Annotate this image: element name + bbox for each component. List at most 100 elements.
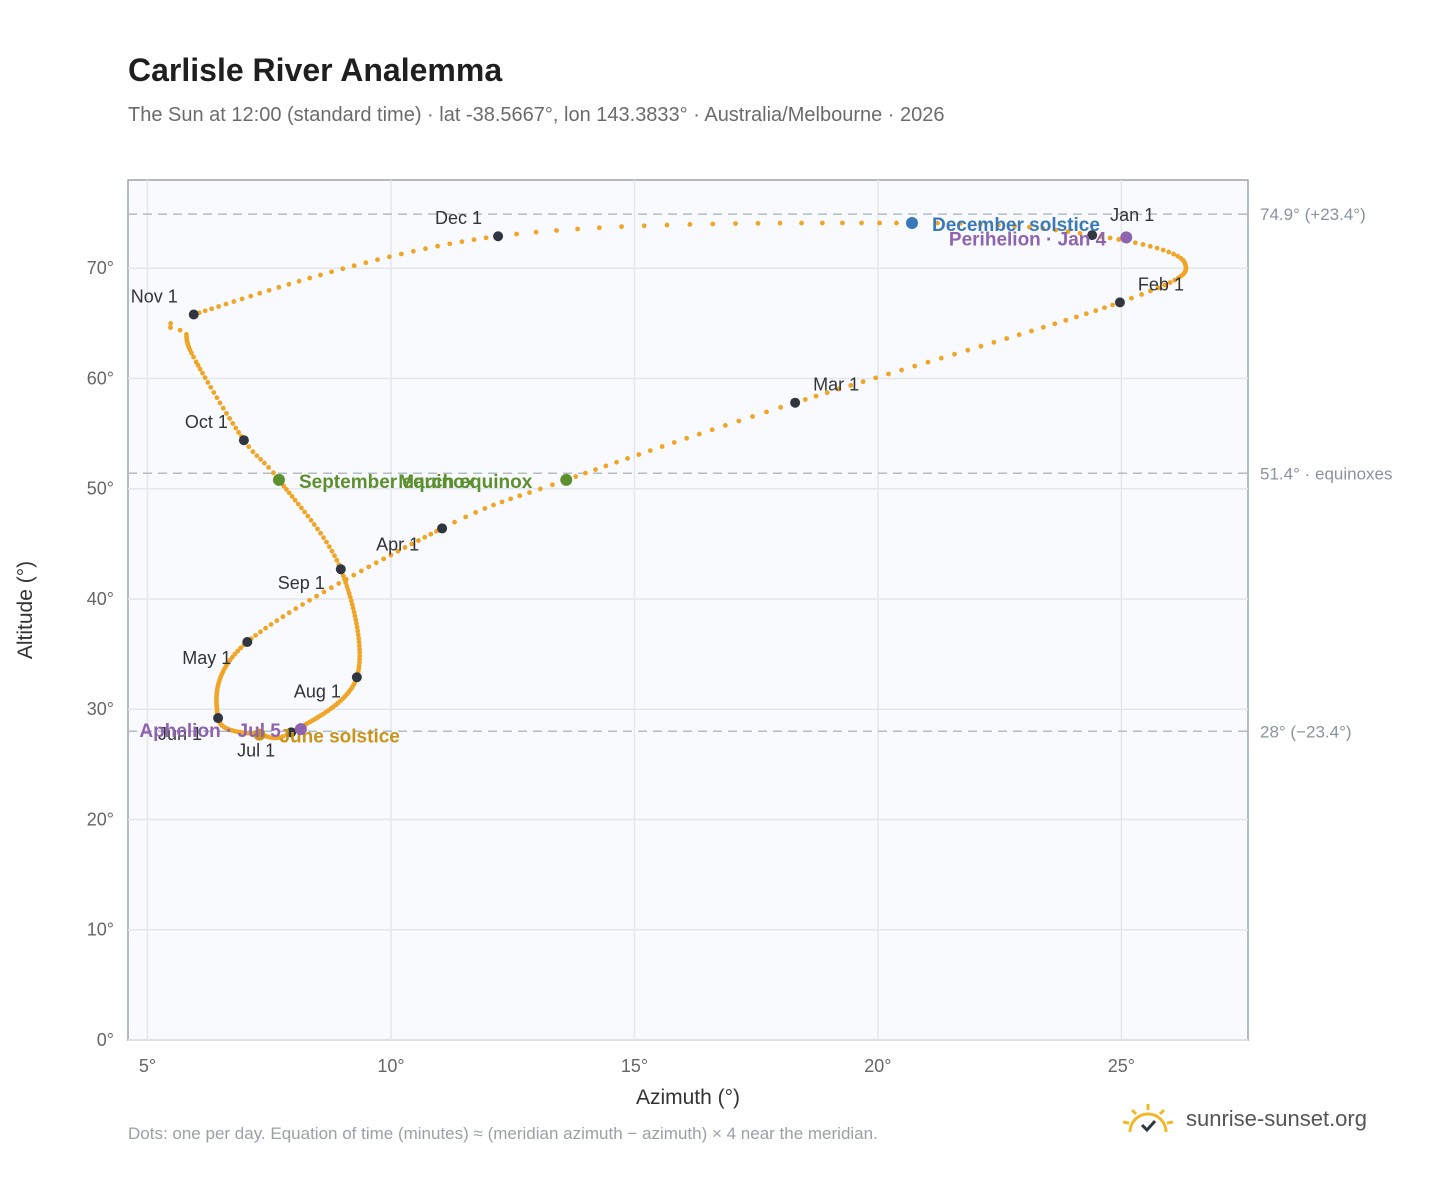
day-dot: [550, 482, 555, 488]
day-dot: [1052, 321, 1058, 327]
month-label: Sep 1: [278, 573, 325, 593]
day-dot: [211, 390, 217, 395]
day-dot: [935, 220, 940, 226]
day-dot: [1148, 288, 1153, 294]
day-dot: [836, 386, 842, 392]
day-dot: [250, 449, 256, 455]
day-dot: [253, 632, 259, 638]
y-tick-label: 10°: [87, 920, 114, 940]
day-dot: [326, 544, 332, 550]
day-dot: [197, 366, 203, 372]
day-dot: [307, 597, 312, 603]
event-marker: [1120, 231, 1133, 244]
month-marker: [493, 231, 504, 242]
y-tick-label: 50°: [87, 479, 114, 499]
day-dot: [177, 327, 183, 333]
day-dot: [1083, 311, 1089, 317]
day-dot: [802, 397, 808, 402]
day-dot: [1073, 314, 1079, 320]
month-label: Aug 1: [294, 681, 341, 701]
day-dot: [348, 598, 354, 604]
day-dot: [899, 367, 904, 373]
day-dot: [508, 496, 514, 502]
month-marker: [351, 672, 362, 683]
day-dot: [619, 224, 624, 230]
day-dot: [977, 221, 983, 227]
day-dot: [499, 499, 505, 505]
day-dot: [208, 384, 214, 390]
footnote: Dots: one per day. Equation of time (min…: [128, 1124, 878, 1143]
day-dot: [262, 460, 267, 466]
day-dot: [1077, 230, 1083, 236]
day-dot: [280, 614, 286, 620]
day-dot: [687, 222, 693, 227]
day-dot: [354, 624, 360, 630]
day-dot: [293, 606, 299, 612]
day-dot: [428, 531, 434, 537]
event-marker: [294, 723, 307, 736]
day-dot: [1155, 285, 1161, 291]
day-dot: [873, 375, 879, 381]
day-dot: [894, 220, 899, 226]
day-dot: [925, 359, 931, 365]
day-dot: [614, 459, 619, 465]
day-dot: [388, 552, 394, 558]
day-dot: [750, 414, 755, 419]
day-dot: [575, 226, 580, 232]
day-dot: [625, 456, 630, 461]
day-dot: [398, 251, 404, 257]
y-tick-label: 20°: [87, 809, 114, 829]
day-dot: [336, 581, 342, 586]
day-dot: [1040, 226, 1046, 231]
day-dot: [813, 393, 819, 399]
day-dot: [517, 493, 523, 499]
day-dot: [340, 266, 346, 272]
day-dot: [295, 501, 301, 507]
day-dot: [1160, 247, 1166, 253]
day-dot: [996, 222, 1001, 228]
day-dot: [373, 560, 379, 566]
x-axis-label: Azimuth (°): [636, 1086, 740, 1109]
day-dot: [276, 284, 282, 290]
day-dot: [733, 221, 738, 227]
event-label: Aphelion · Jul 5: [139, 721, 281, 742]
day-dot: [573, 474, 579, 479]
day-dot: [755, 220, 761, 226]
day-dot: [877, 220, 882, 226]
day-dot: [191, 354, 196, 360]
day-dot: [214, 395, 220, 401]
day-dot: [799, 220, 804, 226]
month-marker: [242, 636, 253, 647]
x-tick-label: 15°: [621, 1056, 648, 1076]
month-marker: [188, 309, 199, 320]
chart-title: Carlisle River Analemma: [128, 52, 503, 88]
day-dot: [353, 617, 359, 623]
month-label: Mar 1: [813, 375, 859, 395]
day-dot: [1166, 249, 1172, 255]
day-dot: [395, 548, 401, 554]
day-dot: [274, 618, 280, 624]
day-dot: [736, 418, 742, 424]
day-dot: [318, 272, 323, 278]
day-dot: [298, 505, 304, 511]
day-dot: [824, 390, 830, 396]
day-dot: [1110, 302, 1115, 308]
day-dot: [965, 347, 971, 353]
month-label: Feb 1: [1138, 274, 1184, 294]
day-dot: [258, 456, 263, 462]
month-marker: [213, 713, 224, 724]
day-dot: [641, 223, 647, 229]
day-dot: [1162, 282, 1168, 288]
day-dot: [355, 628, 361, 634]
day-dot: [840, 220, 845, 226]
event-marker: [272, 473, 285, 486]
brand[interactable]: sunrise-sunset.org: [1120, 1102, 1367, 1136]
day-dot: [1175, 275, 1181, 281]
day-dot: [860, 379, 866, 385]
x-tick-label: 5°: [139, 1056, 156, 1076]
day-dot: [671, 440, 677, 445]
day-dot: [1093, 308, 1099, 314]
day-dot: [463, 514, 469, 520]
